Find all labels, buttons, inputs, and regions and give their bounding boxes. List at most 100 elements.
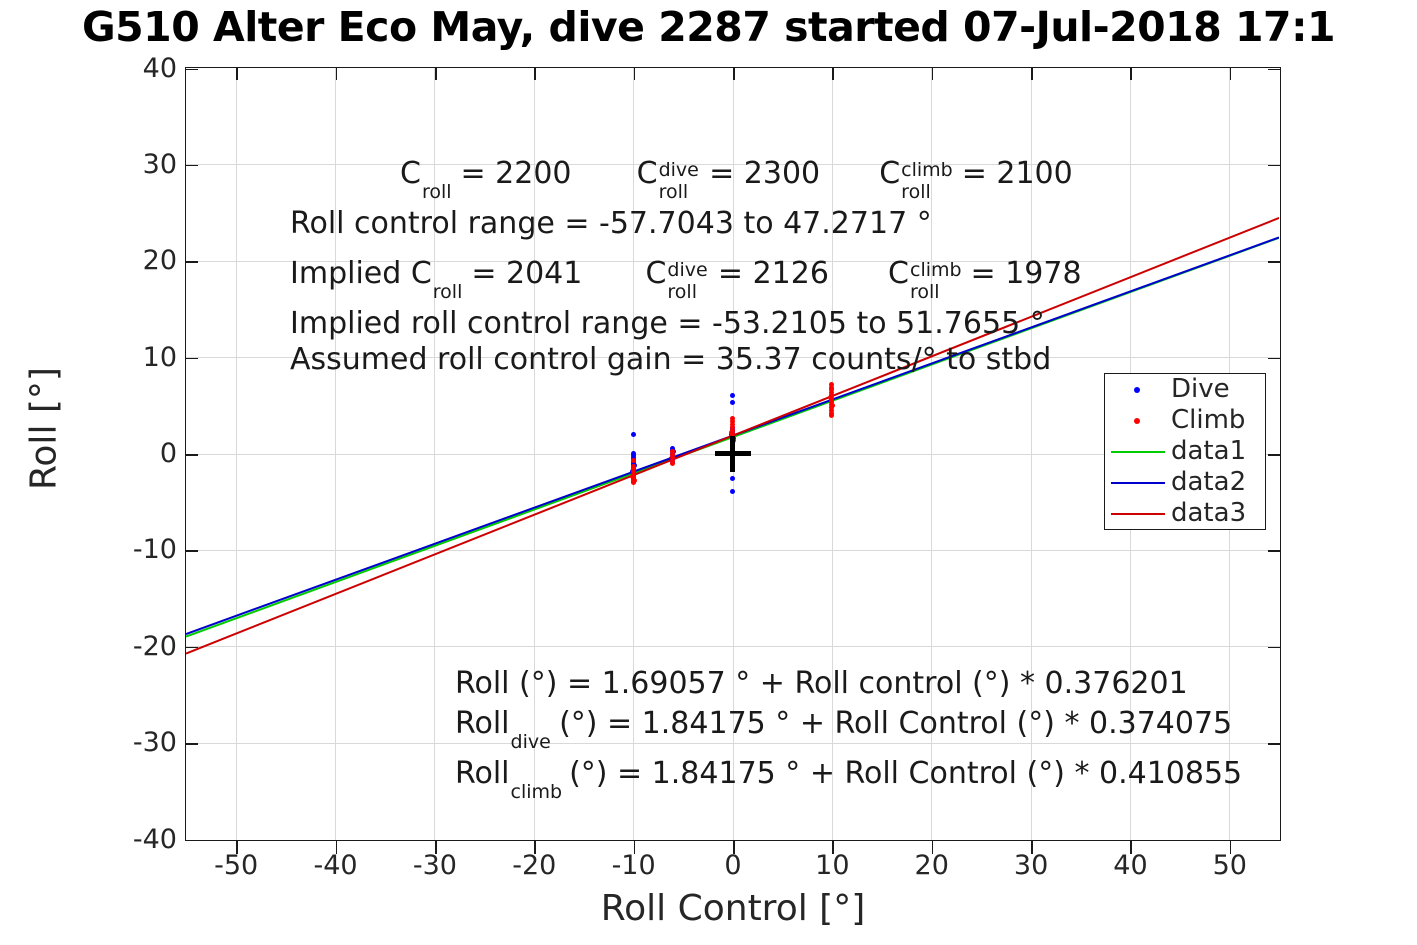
gridline-vertical: [335, 68, 337, 840]
croll-label: C: [400, 156, 421, 191]
legend-label: data3: [1171, 498, 1247, 528]
data-point-climb: [630, 469, 636, 475]
y-tick-right: [1268, 743, 1281, 745]
data-point-climb: [630, 457, 636, 463]
x-tick: [832, 841, 834, 854]
implied-croll-sub: roll: [432, 281, 463, 303]
legend-line-icon: [1105, 498, 1171, 529]
y-tick: [185, 743, 198, 745]
equation-roll-climb: Roll climb (°) = 1.84175 ° + Roll Control…: [455, 756, 1243, 804]
x-tick: [1031, 841, 1033, 854]
x-tick-label: -40: [313, 850, 358, 881]
data-point-climb: [670, 454, 676, 460]
legend-line-icon: [1105, 436, 1171, 467]
y-tick-label: -20: [132, 630, 177, 662]
legend-label: Dive: [1171, 374, 1230, 404]
data-point-climb: [730, 419, 735, 425]
x-tick-label: 10: [815, 850, 850, 881]
x-tick-top: [434, 67, 437, 80]
x-tick-top: [832, 67, 834, 80]
y-tick-label: -40: [132, 823, 177, 855]
y-tick: [185, 357, 198, 360]
data-point-dive: [730, 476, 735, 482]
x-tick: [733, 841, 735, 854]
croll-dive-value: = 2300: [699, 156, 821, 191]
data-point-climb: [631, 477, 637, 483]
y-tick-label: -30: [132, 727, 177, 759]
x-tick-top: [1229, 67, 1232, 80]
y-tick-label: 20: [142, 245, 177, 277]
legend-line-icon: [1105, 467, 1171, 498]
y-tick-right: [1268, 454, 1281, 456]
data-point-climb: [730, 416, 735, 422]
implied-croll-label: Implied C: [290, 256, 432, 291]
data-point-dive: [730, 399, 735, 405]
legend-item-data3[interactable]: data3: [1105, 498, 1265, 529]
legend[interactable]: Dive Climb data1 data2 data3: [1104, 373, 1266, 530]
chart-title: G510 Alter Eco May, dive 2287 started 07…: [81, 3, 1336, 51]
legend-dot-icon: [1105, 374, 1171, 405]
data-point-climb: [829, 381, 835, 387]
data-point-climb: [670, 451, 676, 457]
legend-marker-line: [1111, 513, 1165, 515]
annotation-implied-range: Implied roll control range = -53.2105 to…: [290, 306, 1045, 341]
gridline-vertical: [235, 68, 237, 840]
plot-area: [185, 67, 1281, 841]
legend-item-climb[interactable]: Climb: [1105, 405, 1265, 436]
implied-croll-dive-label: C: [645, 256, 667, 291]
y-tick: [185, 261, 198, 263]
y-tick-label: 0: [159, 438, 177, 469]
y-tick-label: 30: [142, 148, 177, 180]
implied-croll-value: = 2041: [461, 256, 583, 291]
x-tick-top: [733, 67, 735, 80]
implied-croll-dive-value: = 2126: [708, 256, 829, 291]
y-tick: [185, 68, 198, 71]
x-tick-top: [335, 67, 338, 80]
data-point-dive: [630, 431, 636, 437]
data-point-climb: [730, 422, 735, 428]
x-tick-label: 40: [1113, 850, 1148, 881]
gridline-vertical: [533, 68, 535, 840]
eq-climb-value: (°) = 1.84175 ° + Roll Control (°) * 0.4…: [559, 756, 1243, 791]
data-point-climb: [629, 474, 635, 480]
legend-marker-line: [1111, 451, 1165, 453]
equation-roll-combined: Roll (°) = 1.69057 ° + Roll control (°) …: [455, 666, 1188, 701]
legend-item-data1[interactable]: data1: [1105, 436, 1265, 467]
legend-marker-dot: [1134, 387, 1140, 393]
croll-dive-sup: dive: [658, 159, 699, 181]
x-tick: [434, 841, 437, 854]
croll-climb-label: C: [879, 156, 901, 191]
legend-dot-icon: [1105, 405, 1171, 436]
legend-marker-dot: [1134, 418, 1140, 424]
y-tick: [185, 550, 198, 552]
croll-value: = 2200: [450, 156, 572, 191]
eq-dive-value: (°) = 1.84175 ° + Roll Control (°) * 0.3…: [549, 706, 1233, 741]
implied-croll-climb-value: = 1978: [961, 256, 1082, 291]
legend-item-data2[interactable]: data2: [1105, 467, 1265, 498]
data-point-climb: [630, 463, 636, 469]
implied-croll-dive-sup: dive: [667, 259, 708, 281]
gridline-vertical: [831, 68, 833, 840]
x-tick: [633, 841, 636, 854]
x-tick-top: [534, 67, 536, 80]
y-tick: [185, 646, 198, 649]
x-tick: [335, 841, 338, 854]
y-tick-right: [1268, 357, 1281, 360]
data-point-climb: [829, 410, 835, 416]
legend-item-dive[interactable]: Dive: [1105, 374, 1265, 405]
eq-climb-sub: climb: [510, 781, 563, 803]
data-point-dive: [730, 488, 735, 494]
y-tick-right: [1268, 68, 1281, 71]
data-point-climb: [730, 424, 735, 430]
data-point-climb: [830, 402, 836, 408]
annotation-assumed-gain: Assumed roll control gain = 35.37 counts…: [290, 342, 1052, 377]
gridline-vertical: [434, 68, 436, 840]
annotation-roll-control-range: Roll control range = -57.7043 to 47.2717…: [290, 206, 932, 241]
croll-climb-sup: climb: [901, 159, 953, 181]
x-tick: [534, 841, 536, 854]
data-point-climb: [829, 384, 835, 390]
data-point-climb: [670, 457, 676, 463]
croll-sub: roll: [421, 181, 452, 203]
y-tick-label: 40: [142, 52, 177, 84]
